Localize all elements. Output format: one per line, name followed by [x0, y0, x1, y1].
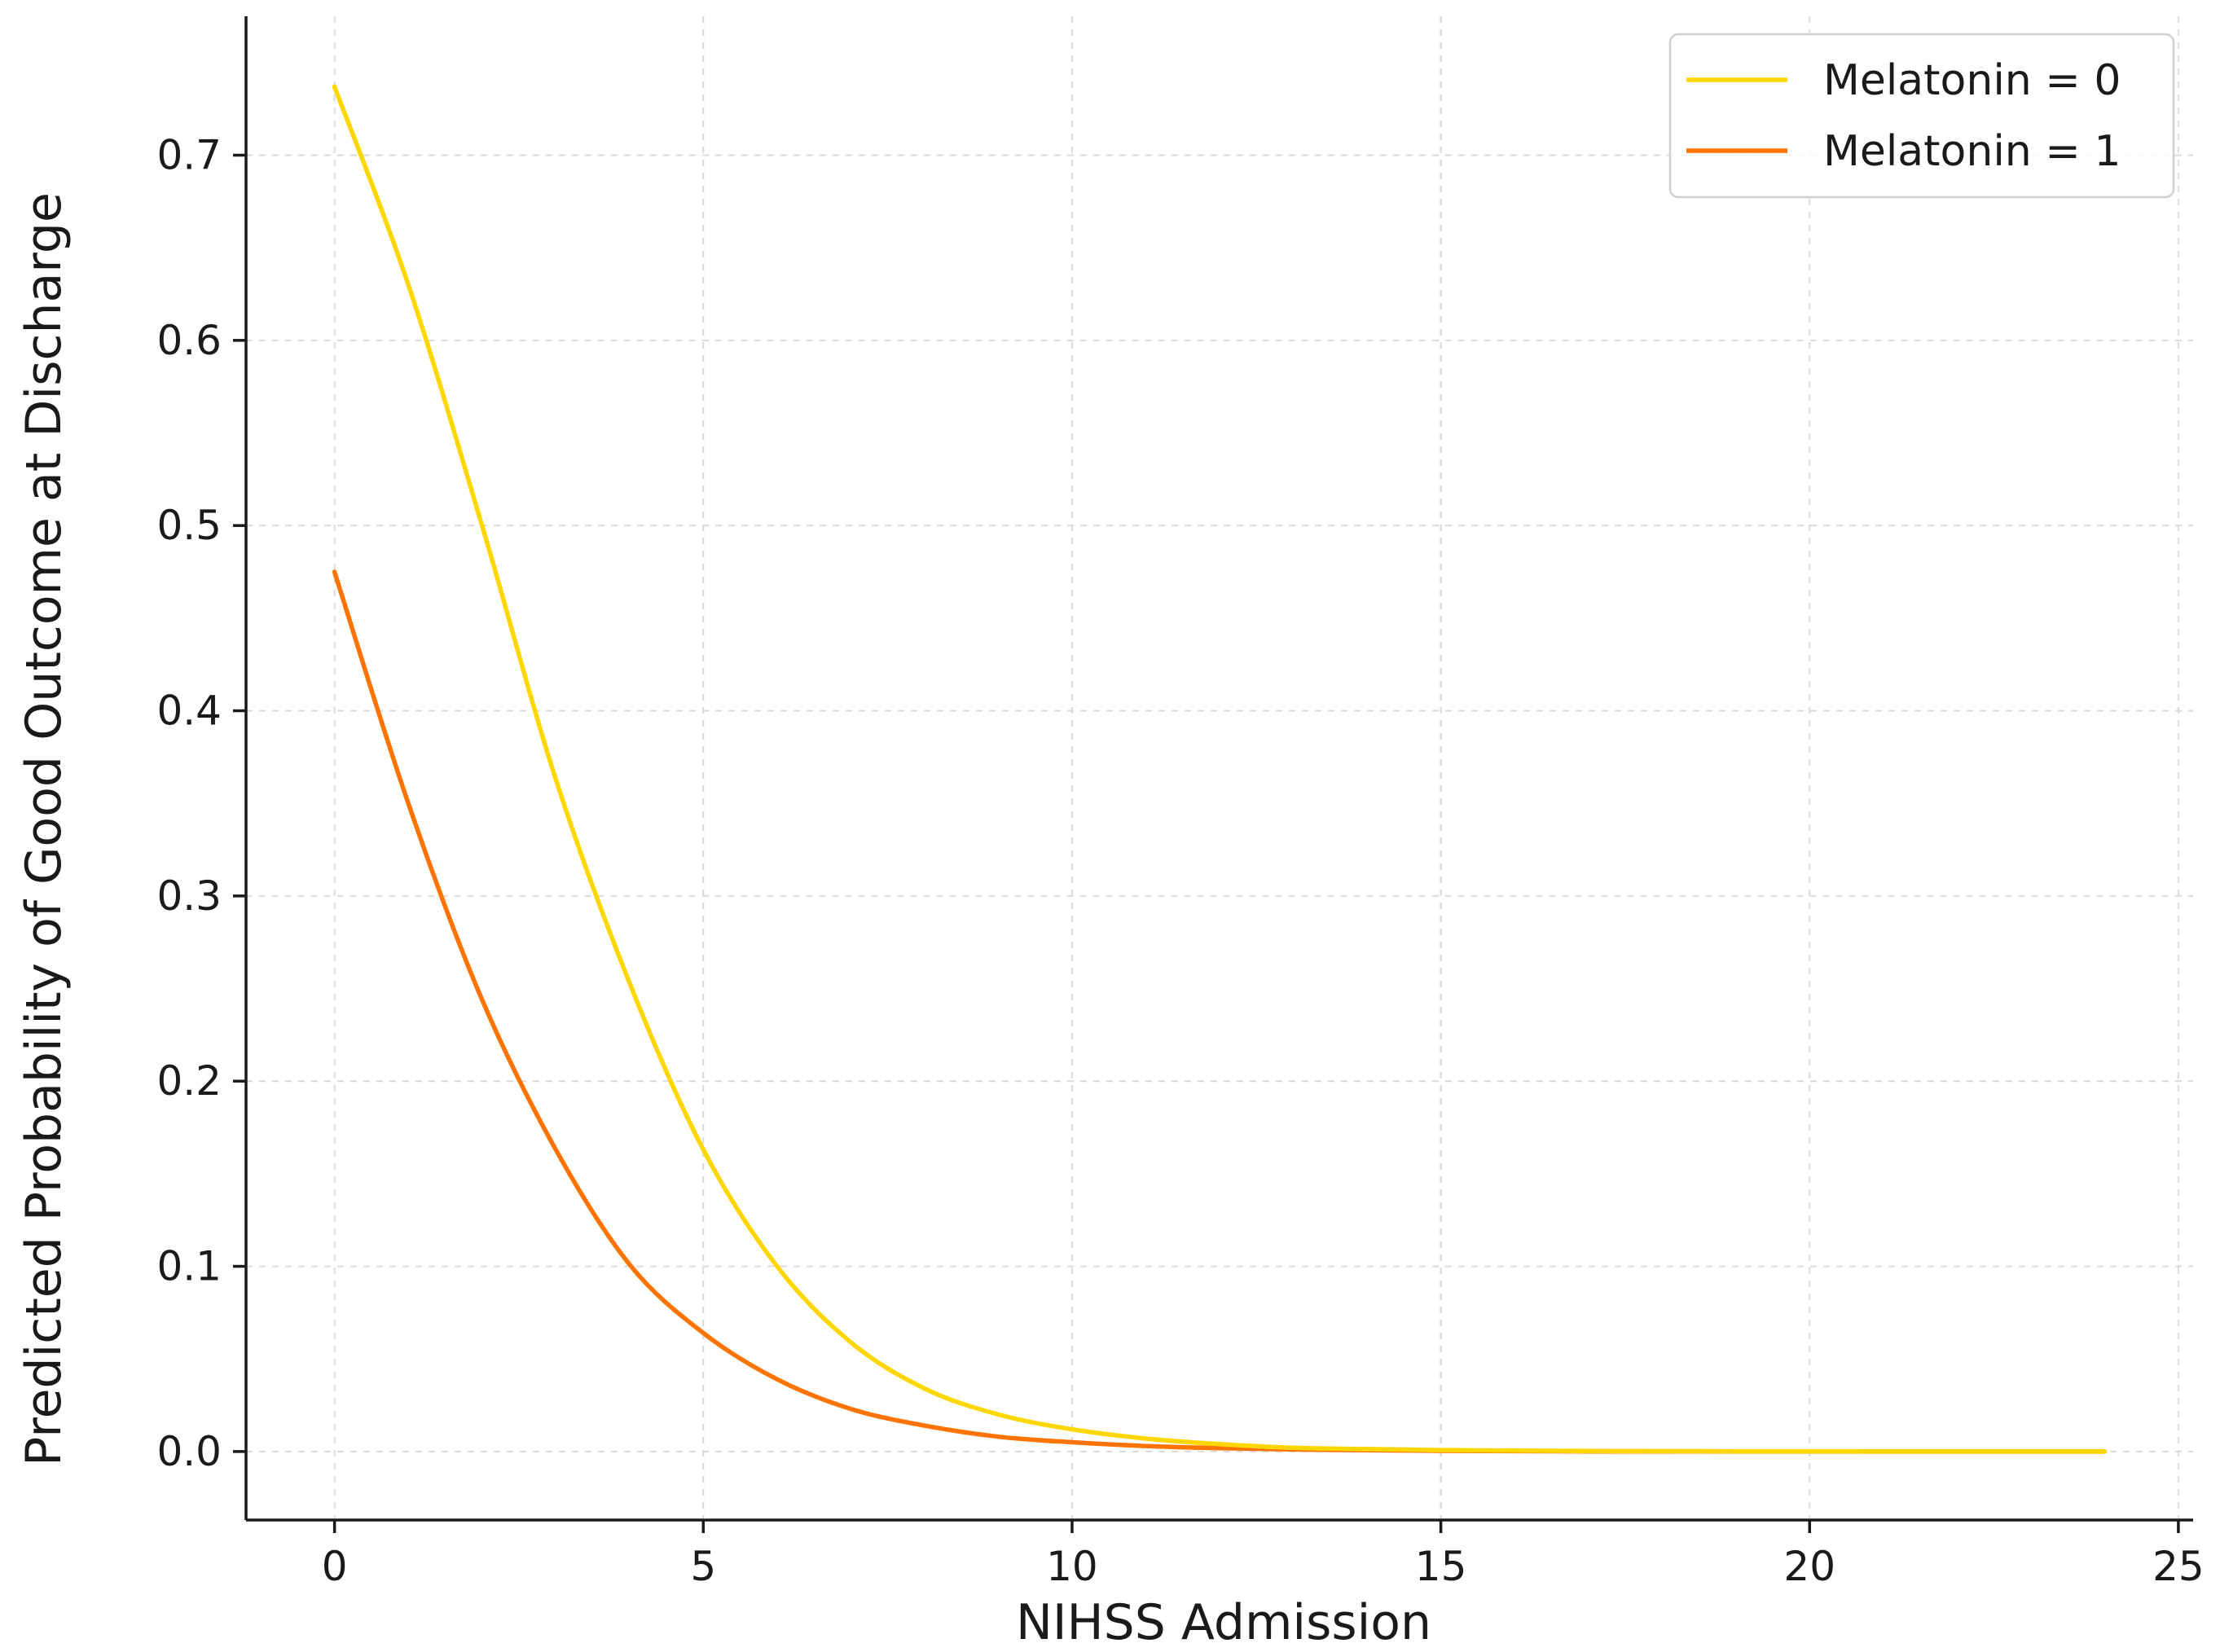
y-tick-label-6: 0.6: [156, 317, 222, 364]
x-tick-label-2: 10: [1046, 1543, 1098, 1590]
tick-marks: [233, 153, 2180, 1533]
x-axis-title: NIHSS Admission: [1016, 1594, 1431, 1648]
y-tick-label-3: 0.3: [156, 872, 222, 920]
legend-label-melatonin-0: Melatonin = 0: [1823, 56, 2121, 105]
x-tick-label-4: 20: [1783, 1543, 1835, 1590]
legend-label-melatonin-1: Melatonin = 1: [1823, 127, 2121, 176]
y-tick-label-7: 0.7: [156, 132, 222, 179]
grid-lines: [246, 16, 2193, 1520]
y-tick-label-1: 0.1: [156, 1243, 222, 1290]
series-lines: [332, 84, 2108, 1454]
axes: [244, 16, 2193, 1522]
x-tick-label-3: 15: [1415, 1543, 1467, 1590]
legend: Melatonin = 0 Melatonin = 1: [1668, 33, 2175, 199]
y-tick-label-4: 0.4: [156, 688, 222, 735]
y-tick-label-5: 0.5: [156, 502, 222, 549]
y-tick-label-2: 0.2: [156, 1057, 222, 1105]
x-tick-label-1: 5: [690, 1543, 716, 1590]
y-tick-label-0: 0.0: [156, 1428, 222, 1475]
x-tick-label-0: 0: [322, 1543, 348, 1590]
y-axis-title: Predicted Probability of Good Outcome at…: [15, 192, 73, 1466]
legend-frame: [1668, 33, 2175, 199]
series-line-melatonin-0: [332, 84, 2108, 1454]
series-line-melatonin-1: [332, 569, 2108, 1454]
x-tick-label-5: 25: [2152, 1543, 2205, 1590]
